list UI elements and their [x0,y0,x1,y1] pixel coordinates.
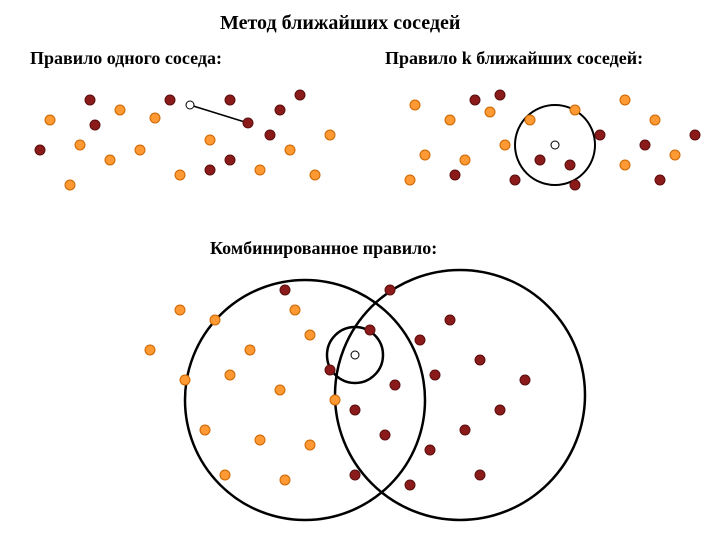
bottom-orange-point [175,305,185,315]
left-orange-point [285,145,295,155]
right-darkred-point [565,160,575,170]
bottom-orange-point [330,395,340,405]
right-orange-point [620,95,630,105]
bottom-darkred-point [415,335,425,345]
right-orange-point [620,160,630,170]
bottom-orange-point [200,425,210,435]
right-orange-point [525,115,535,125]
left-darkred-point [85,95,95,105]
bottom-darkred-point [350,470,360,480]
bottom-darkred-point [475,355,485,365]
right-orange-point [420,150,430,160]
bottom-darkred-point [520,375,530,385]
right-orange-point [485,107,495,117]
bottom-big-circle-right [335,270,585,520]
left-darkred-point [205,165,215,175]
bottom-query-point [351,351,359,359]
right-query-point [551,141,559,149]
bottom-orange-point [145,345,155,355]
left-darkred-point [243,118,253,128]
right-orange-point [650,115,660,125]
left-darkred-point [295,90,305,100]
right-darkred-point [510,175,520,185]
right-orange-point [570,105,580,115]
bottom-darkred-point [380,430,390,440]
bottom-big-circle-left [185,280,425,520]
bottom-orange-point [280,475,290,485]
bottom-darkred-point [385,285,395,295]
left-orange-point [135,145,145,155]
bottom-darkred-point [460,425,470,435]
bottom-darkred-point [430,370,440,380]
bottom-darkred-point [495,405,505,415]
bottom-orange-point [305,440,315,450]
bottom-orange-point [255,435,265,445]
right-darkred-point [690,130,700,140]
right-orange-point [460,155,470,165]
right-orange-point [500,140,510,150]
left-orange-point [325,130,335,140]
left-darkred-point [165,95,175,105]
right-darkred-point [450,170,460,180]
bottom-darkred-point [405,480,415,490]
bottom-orange-point [245,345,255,355]
bottom-darkred-point [280,285,290,295]
bottom-orange-point [305,330,315,340]
left-orange-point [310,170,320,180]
bottom-orange-point [220,470,230,480]
bottom-darkred-point [390,380,400,390]
left-darkred-point [90,120,100,130]
left-query-point [186,101,194,109]
bottom-orange-point [275,385,285,395]
left-nearest-line [190,105,248,123]
left-darkred-point [225,95,235,105]
right-darkred-point [470,95,480,105]
right-darkred-point [595,130,605,140]
left-darkred-point [265,130,275,140]
left-orange-point [205,135,215,145]
bottom-darkred-point [325,365,335,375]
bottom-darkred-point [350,405,360,415]
right-darkred-point [535,155,545,165]
left-orange-point [255,165,265,175]
left-orange-point [45,115,55,125]
diagram-svg [0,0,720,540]
left-orange-point [105,155,115,165]
right-darkred-point [640,140,650,150]
right-orange-point [410,100,420,110]
left-orange-point [150,113,160,123]
left-orange-point [75,140,85,150]
left-darkred-point [225,155,235,165]
left-orange-point [175,170,185,180]
right-orange-point [445,115,455,125]
right-darkred-point [570,180,580,190]
left-orange-point [115,105,125,115]
bottom-orange-point [210,315,220,325]
left-darkred-point [35,145,45,155]
bottom-darkred-point [445,315,455,325]
left-darkred-point [275,105,285,115]
right-darkred-point [495,90,505,100]
right-orange-point [670,150,680,160]
bottom-orange-point [180,375,190,385]
bottom-darkred-point [365,325,375,335]
bottom-darkred-point [425,445,435,455]
bottom-orange-point [290,305,300,315]
bottom-orange-point [225,370,235,380]
right-darkred-point [655,175,665,185]
right-orange-point [405,175,415,185]
bottom-darkred-point [475,470,485,480]
left-orange-point [65,180,75,190]
